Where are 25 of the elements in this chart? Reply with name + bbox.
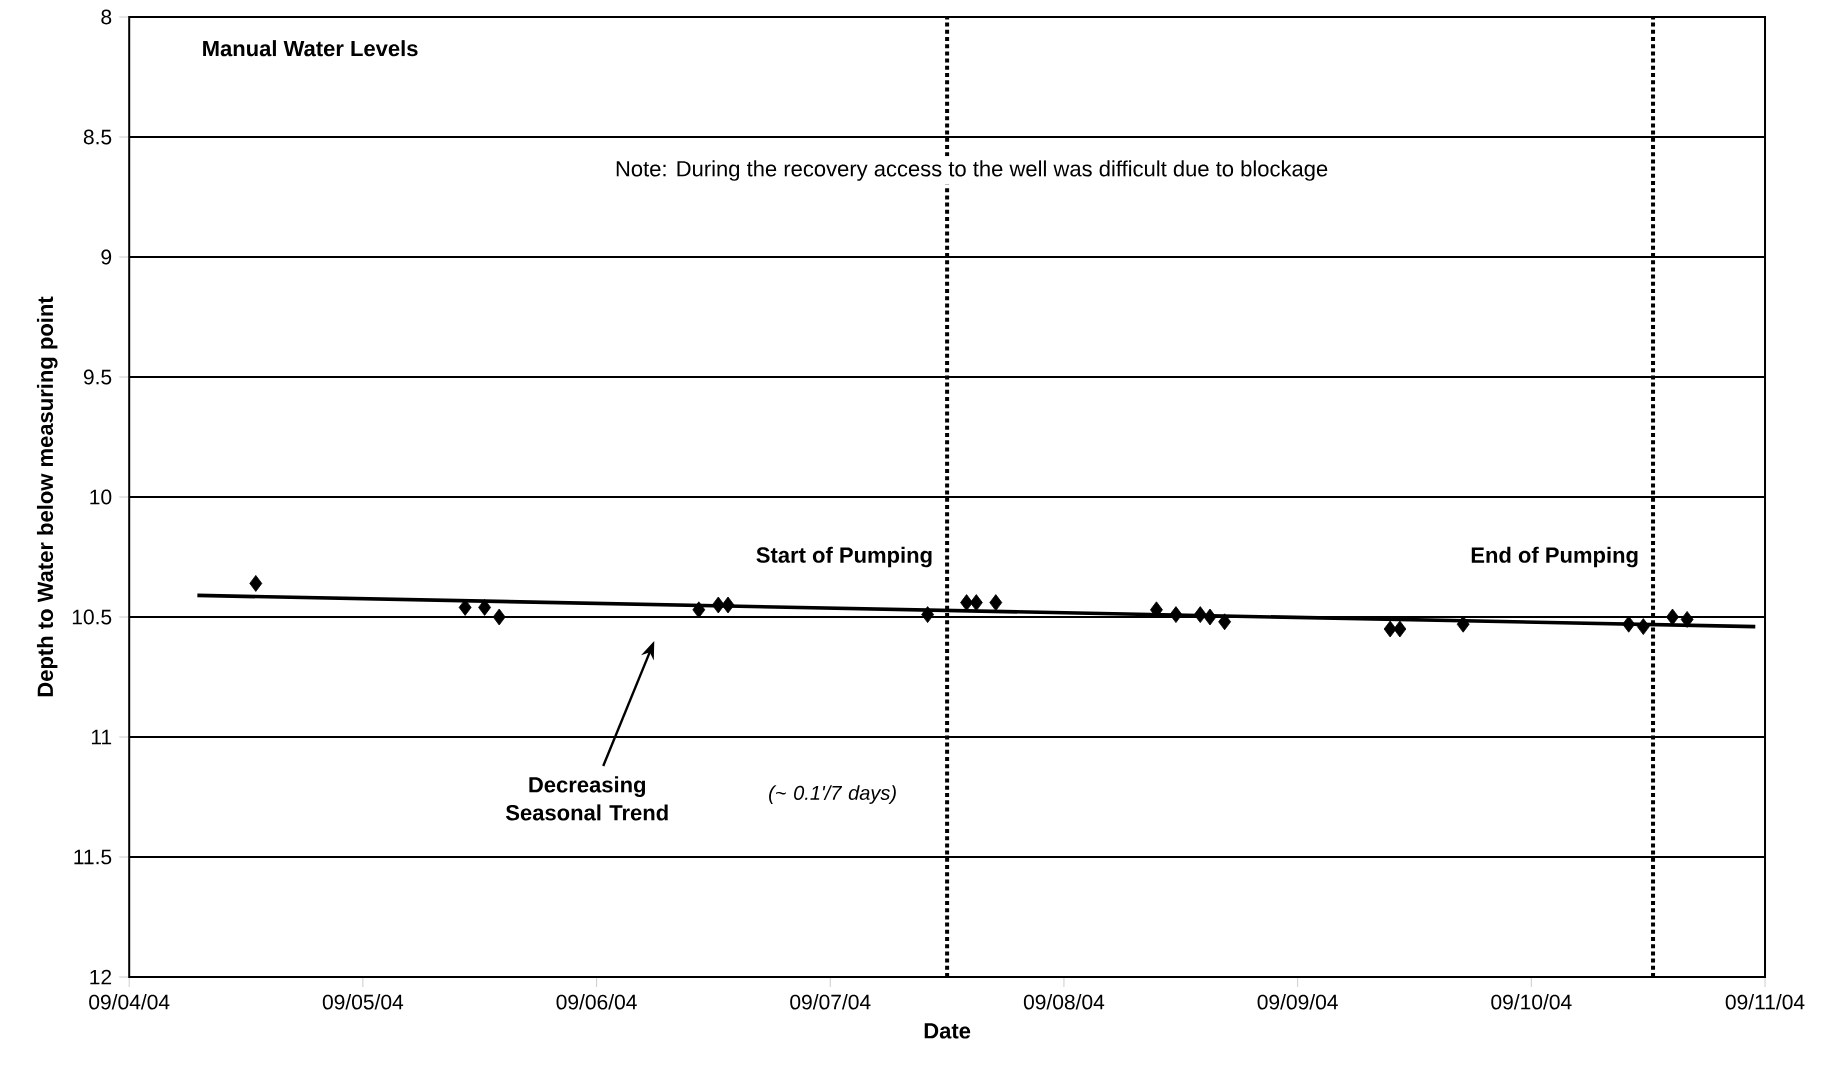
x-tick-label: 09/11/04 [1725,994,1805,1010]
annotation: Note: During the recovery access to the well was difficult due to blockage [616,160,1328,181]
y-tick-label: 11.5 [74,849,112,865]
y-tick-label: 12 [90,969,112,985]
annotation: (~ 0.1'/7 days) [769,785,896,804]
y-tick-label: 9.5 [83,369,112,385]
x-tick-label: 09/09/04 [1257,994,1338,1010]
y-axis-title: Depth to Water below measuring point [36,296,58,697]
y-tick-label: 10 [90,489,112,505]
y-tick-label: 11 [91,729,112,745]
y-tick-label: 9 [101,249,112,265]
x-axis-title: Date [924,1023,971,1039]
ref-line-label: End of Pumping [1471,546,1638,568]
x-tick-label: 09/06/04 [556,994,637,1010]
x-tick-label: 09/08/04 [1023,994,1105,1010]
x-tick-label: 09/10/04 [1491,994,1572,1010]
x-tick-label: 09/07/04 [790,994,871,1010]
y-tick-label: 10.5 [72,609,112,625]
text: Manual Water Levels [203,40,418,57]
y-tick-label: 8.5 [83,129,112,145]
annotation: Decreasing Seasonal Trend [505,776,668,821]
x-tick-label: 09/04/04 [89,994,170,1010]
ref-line-label: Start of Pumping [756,546,932,568]
y-tick-label: 8 [101,9,112,25]
x-tick-label: 09/05/04 [322,994,404,1010]
